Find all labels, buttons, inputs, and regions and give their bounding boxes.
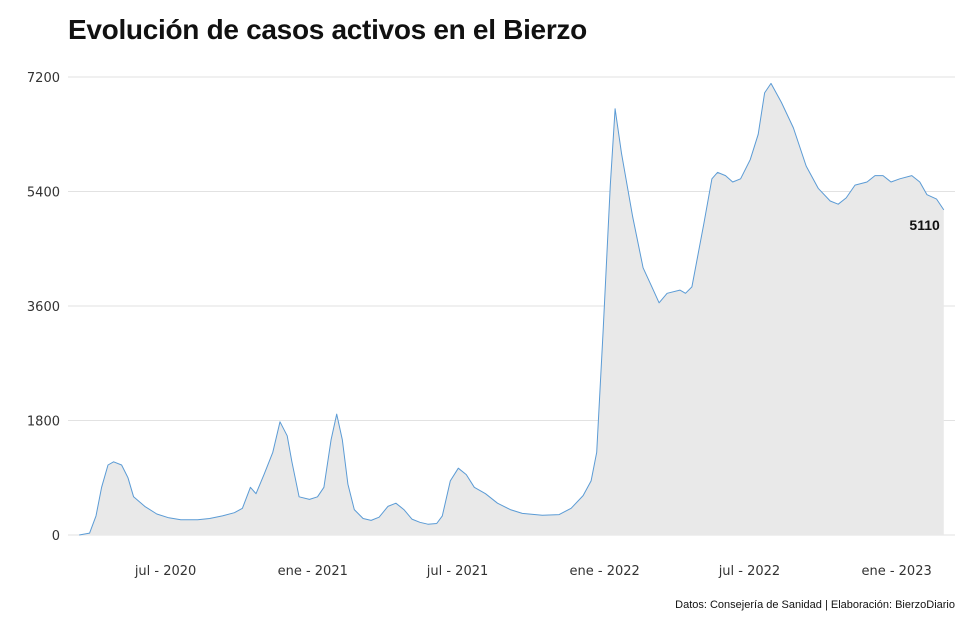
y-tick-label: 7200 <box>27 71 60 86</box>
x-tick-label: jul - 2020 <box>134 564 197 579</box>
source-caption: Datos: Consejería de Sanidad | Elaboraci… <box>675 599 955 611</box>
x-tick-label: ene - 2022 <box>570 564 640 579</box>
x-tick-label: jul - 2022 <box>718 564 781 579</box>
x-tick-label: jul - 2021 <box>426 564 489 579</box>
y-tick-label: 3600 <box>27 300 60 315</box>
series-group <box>79 82 945 536</box>
y-axis: 0 1800 3600 5400 7200 <box>27 71 60 544</box>
y-tick-label: 0 <box>52 529 60 544</box>
y-tick-label: 5400 <box>27 186 60 201</box>
series-line <box>79 82 945 536</box>
x-tick-label: ene - 2021 <box>278 564 348 579</box>
x-tick-label: ene - 2023 <box>861 564 931 579</box>
y-tick-label: 1800 <box>27 415 60 430</box>
last-value-label: 5110 <box>909 217 940 233</box>
x-axis: jul - 2020 ene - 2021 jul - 2021 ene - 2022… <box>134 564 932 579</box>
series-area <box>79 83 944 536</box>
chart-title: Evolución de casos activos en el Bierzo <box>68 14 587 45</box>
